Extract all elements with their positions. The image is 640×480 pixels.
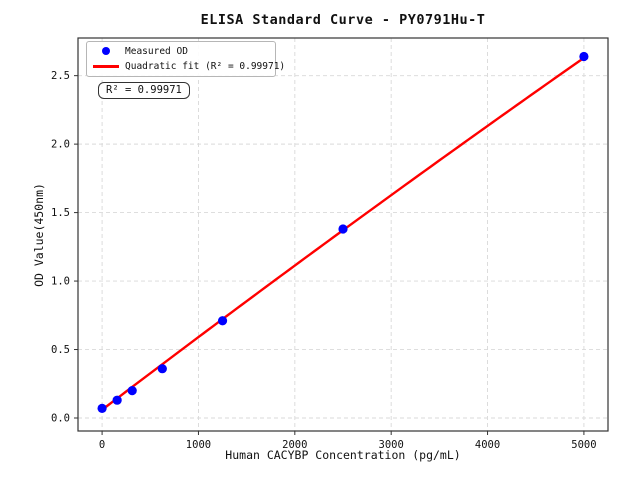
svg-text:2000: 2000 bbox=[282, 439, 307, 451]
legend-entry: Measured OD bbox=[91, 44, 271, 59]
svg-text:2.5: 2.5 bbox=[51, 70, 70, 82]
legend-label: Measured OD bbox=[125, 45, 188, 57]
x-axis-label: Human CACYBP Concentration (pg/mL) bbox=[225, 448, 461, 462]
measured-od-marker-icon bbox=[102, 47, 110, 56]
plot-frame bbox=[77, 37, 609, 432]
legend-entry: Quadratic fit (R² = 0.99971) bbox=[91, 59, 285, 74]
svg-text:1.0: 1.0 bbox=[51, 276, 70, 288]
data-point bbox=[338, 224, 348, 234]
data-point bbox=[217, 316, 228, 326]
svg-text:0.0: 0.0 bbox=[51, 412, 70, 424]
x-tick-labels: 0 1000 2000 3000 4000 5000 bbox=[99, 439, 597, 451]
data-point bbox=[579, 51, 589, 62]
quadratic-fit-line bbox=[100, 56, 586, 411]
tick-marks bbox=[74, 75, 585, 435]
svg-text:2.0: 2.0 bbox=[51, 139, 70, 151]
svg-text:0: 0 bbox=[99, 439, 105, 451]
gridlines bbox=[78, 38, 608, 431]
data-point bbox=[112, 395, 122, 405]
svg-text:0.5: 0.5 bbox=[51, 344, 70, 356]
chart-title: ELISA Standard Curve - PY0791Hu-T bbox=[200, 12, 486, 28]
legend-label: Quadratic fit (R² = 0.99971) bbox=[125, 61, 286, 73]
legend: Measured OD Quadratic fit (R² = 0.99971) bbox=[86, 41, 285, 77]
y-tick-labels: 0.0 0.5 1.0 1.5 2.0 2.5 bbox=[51, 70, 70, 424]
svg-text:5000: 5000 bbox=[571, 439, 596, 451]
svg-text:3000: 3000 bbox=[379, 439, 404, 451]
y-axis-label: OD Value(450nm) bbox=[32, 183, 46, 287]
fit-line-marker-icon bbox=[93, 65, 119, 69]
svg-text:1000: 1000 bbox=[186, 439, 211, 451]
data-points bbox=[97, 51, 589, 414]
r-squared-annotation: R² = 0.99971 bbox=[98, 82, 190, 99]
svg-text:4000: 4000 bbox=[475, 439, 500, 451]
svg-text:1.5: 1.5 bbox=[51, 207, 70, 219]
data-point bbox=[157, 364, 167, 374]
data-point bbox=[127, 386, 137, 396]
data-point bbox=[97, 403, 107, 414]
